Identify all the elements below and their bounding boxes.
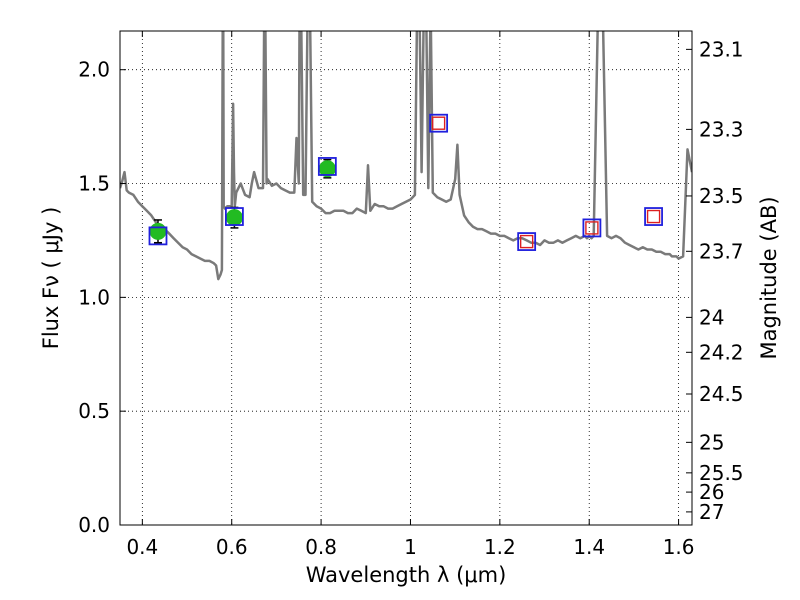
magnitude-tick-label: 27: [699, 500, 724, 524]
x-axis-title: Wavelength λ (μm): [306, 563, 507, 587]
model-photometry-square: [517, 232, 537, 251]
x-tick-label: 1.6: [663, 535, 695, 559]
magnitude-tick-label: 26: [699, 480, 724, 504]
y-tick-label: 1.5: [78, 172, 110, 196]
x-tick-label: 1.2: [484, 535, 516, 559]
y-axis-title: Flux Fν ( μJy ): [39, 207, 63, 350]
upper-limit-square: [431, 116, 446, 130]
magnitude-tick-label: 23.3: [699, 117, 744, 141]
x-tick-label: 0.4: [126, 535, 158, 559]
magnitude-tick-label: 24.2: [699, 340, 744, 364]
magnitude-tick-label: 24: [699, 305, 724, 329]
y-tick-label: 2.0: [78, 58, 110, 82]
upper-limit-square: [519, 234, 534, 249]
y-tick-label: 0.0: [78, 513, 110, 537]
magnitude-tick-label: 25: [699, 430, 724, 454]
plot-area: [120, 31, 692, 525]
data-markers: [148, 113, 663, 251]
model-photometry-square: [224, 207, 244, 226]
magnitude-tick-label: 23.1: [699, 37, 744, 61]
y-tick-label: 0.5: [78, 399, 110, 423]
model-photometry-square: [644, 207, 663, 226]
magnitude-tick-label: 23.5: [699, 184, 744, 208]
y-tick-label: 1.0: [78, 285, 110, 309]
x-tick-label: 1: [404, 535, 417, 559]
axis-tick-labels: 0.4 0.6 0.8 1 1.2 1.4 1.6 0.0 0.5 1.0 1.5 2.0 23.1 23…: [78, 37, 743, 559]
magnitude-tick-label: 24.5: [699, 382, 744, 406]
upper-limit-square: [585, 221, 599, 235]
model-photometry-square: [582, 218, 602, 238]
x-tick-label: 1.4: [573, 535, 605, 559]
magnitude-tick-label: 23.7: [699, 239, 744, 263]
model-photometry-square: [148, 226, 168, 246]
axis-ticks: [120, 31, 692, 526]
y-axis-right-title: Magnitude (AB): [757, 196, 781, 359]
upper-limit-square: [646, 209, 661, 224]
x-tick-label: 0.8: [305, 535, 337, 559]
plot-frame: [119, 30, 693, 526]
photometry-point: [149, 222, 167, 240]
photometry-point: [225, 209, 243, 227]
model-photometry-square: [429, 113, 449, 133]
x-tick-label: 0.6: [216, 535, 248, 559]
model-photometry-square: [317, 157, 337, 176]
magnitude-tick-label: 25.5: [699, 461, 744, 485]
